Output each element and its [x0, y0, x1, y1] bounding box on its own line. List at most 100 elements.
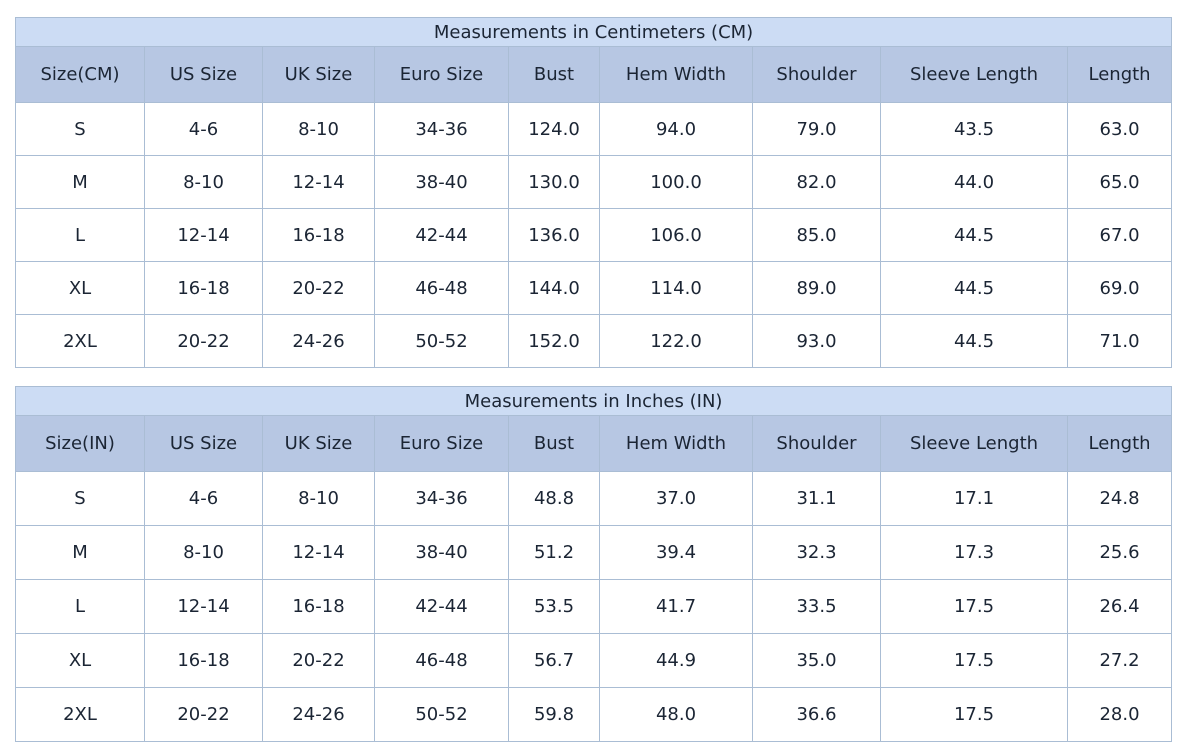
measurement-cell: 65.0: [1066, 155, 1173, 209]
measurement-cell: 56.7: [508, 633, 600, 688]
measurement-cell: 17.5: [880, 633, 1068, 688]
measurement-cell: 152.0: [508, 314, 600, 368]
measurement-cell: 67.0: [1066, 208, 1173, 262]
measurement-cell: 8-10: [262, 471, 375, 526]
measurement-cell: 20-22: [262, 261, 375, 315]
column-header-euro-size: Euro Size: [374, 46, 509, 103]
column-header-hem-width: Hem Width: [599, 46, 753, 103]
measurement-cell: 48.0: [599, 687, 753, 742]
measurement-cell: 50-52: [374, 314, 509, 368]
column-header-euro-size: Euro Size: [374, 415, 509, 472]
measurement-cell: 106.0: [599, 208, 753, 262]
measurement-cell: 38-40: [374, 155, 509, 209]
measurement-cell: 26.4: [1066, 579, 1173, 634]
measurement-cell: 82.0: [752, 155, 881, 209]
cm-table-title: Measurements in Centimeters (CM): [14, 17, 1173, 47]
column-header-sleeve-length: Sleeve Length: [880, 415, 1068, 472]
measurement-cell: 50-52: [374, 687, 509, 742]
measurement-cell: 20-22: [262, 633, 375, 688]
column-header-hem-width: Hem Width: [599, 415, 753, 472]
size-label-cell: L: [15, 579, 145, 634]
measurement-cell: 24-26: [262, 687, 375, 742]
measurement-cell: 122.0: [599, 314, 753, 368]
measurement-cell: 69.0: [1066, 261, 1173, 315]
size-label-cell: M: [15, 525, 145, 580]
column-header-length: Length: [1066, 46, 1173, 103]
measurement-cell: 33.5: [752, 579, 881, 634]
in-table-row-2xl: 2XL 20-22 24-26 50-52 59.8 48.0 36.6 17.5 28.0: [15, 687, 1173, 742]
measurement-cell: 130.0: [508, 155, 600, 209]
measurement-cell: 17.3: [880, 525, 1068, 580]
measurement-cell: 144.0: [508, 261, 600, 315]
measurement-cell: 37.0: [599, 471, 753, 526]
measurement-cell: 36.6: [752, 687, 881, 742]
size-label-cell: 2XL: [15, 687, 145, 742]
in-table-title: Measurements in Inches (IN): [14, 386, 1173, 416]
size-label-cell: 2XL: [15, 314, 145, 368]
measurement-cell: 93.0: [752, 314, 881, 368]
measurement-cell: 17.5: [880, 687, 1068, 742]
column-header-shoulder: Shoulder: [752, 415, 881, 472]
measurement-cell: 48.8: [508, 471, 600, 526]
measurement-cell: 4-6: [144, 102, 263, 156]
measurement-cell: 44.5: [880, 314, 1068, 368]
measurement-cell: 4-6: [144, 471, 263, 526]
cm-title-row: Measurements in Centimeters (CM): [14, 17, 1173, 47]
in-header-row: Size(IN) US Size UK Size Euro Size Bust Hem W…: [15, 415, 1173, 472]
measurement-cell: 46-48: [374, 261, 509, 315]
measurement-cell: 44.5: [880, 261, 1068, 315]
cm-table-row-xl: XL 16-18 20-22 46-48 144.0 114.0 89.0 44.5 69.0: [15, 261, 1173, 315]
column-header-size-cm: Size(CM): [15, 46, 145, 103]
measurement-cell: 12-14: [144, 208, 263, 262]
measurement-cell: 8-10: [144, 525, 263, 580]
measurement-cell: 17.5: [880, 579, 1068, 634]
measurement-cell: 94.0: [599, 102, 753, 156]
column-header-shoulder: Shoulder: [752, 46, 881, 103]
measurement-cell: 85.0: [752, 208, 881, 262]
measurement-cell: 79.0: [752, 102, 881, 156]
cm-size-table: Measurements in Centimeters (CM) Size(CM)…: [14, 17, 1173, 368]
measurement-cell: 89.0: [752, 261, 881, 315]
measurement-cell: 16-18: [144, 633, 263, 688]
measurement-cell: 136.0: [508, 208, 600, 262]
in-table-row-xl: XL 16-18 20-22 46-48 56.7 44.9 35.0 17.5 27.2: [15, 633, 1173, 688]
in-table-row-m: M 8-10 12-14 38-40 51.2 39.4 32.3 17.3 25.6: [15, 525, 1173, 580]
measurement-cell: 46-48: [374, 633, 509, 688]
cm-header-row: Size(CM) US Size UK Size Euro Size Bust Hem W…: [15, 46, 1173, 103]
measurement-cell: 59.8: [508, 687, 600, 742]
measurement-cell: 20-22: [144, 314, 263, 368]
measurement-cell: 12-14: [144, 579, 263, 634]
size-label-cell: XL: [15, 633, 145, 688]
measurement-cell: 44.5: [880, 208, 1068, 262]
measurement-cell: 32.3: [752, 525, 881, 580]
measurement-cell: 42-44: [374, 208, 509, 262]
measurement-cell: 35.0: [752, 633, 881, 688]
measurement-cell: 51.2: [508, 525, 600, 580]
measurement-cell: 24.8: [1066, 471, 1173, 526]
column-header-uk-size: UK Size: [262, 415, 375, 472]
in-size-table: Measurements in Inches (IN) Size(IN) US Si…: [14, 386, 1173, 742]
measurement-cell: 28.0: [1066, 687, 1173, 742]
column-header-size-in: Size(IN): [15, 415, 145, 472]
size-label-cell: L: [15, 208, 145, 262]
measurement-cell: 16-18: [262, 579, 375, 634]
measurement-cell: 43.5: [880, 102, 1068, 156]
size-label-cell: S: [15, 102, 145, 156]
measurement-cell: 12-14: [262, 155, 375, 209]
measurement-cell: 53.5: [508, 579, 600, 634]
cm-table-row-s: S 4-6 8-10 34-36 124.0 94.0 79.0 43.5 63.0: [15, 102, 1173, 156]
in-table-row-l: L 12-14 16-18 42-44 53.5 41.7 33.5 17.5 26.4: [15, 579, 1173, 634]
measurement-cell: 20-22: [144, 687, 263, 742]
column-header-us-size: US Size: [144, 46, 263, 103]
measurement-cell: 44.0: [880, 155, 1068, 209]
column-header-uk-size: UK Size: [262, 46, 375, 103]
measurement-cell: 44.9: [599, 633, 753, 688]
size-label-cell: XL: [15, 261, 145, 315]
measurement-cell: 25.6: [1066, 525, 1173, 580]
measurement-cell: 8-10: [262, 102, 375, 156]
cm-table-row-2xl: 2XL 20-22 24-26 50-52 152.0 122.0 93.0 44.5 71.0: [15, 314, 1173, 368]
measurement-cell: 124.0: [508, 102, 600, 156]
measurement-cell: 24-26: [262, 314, 375, 368]
measurement-cell: 16-18: [144, 261, 263, 315]
